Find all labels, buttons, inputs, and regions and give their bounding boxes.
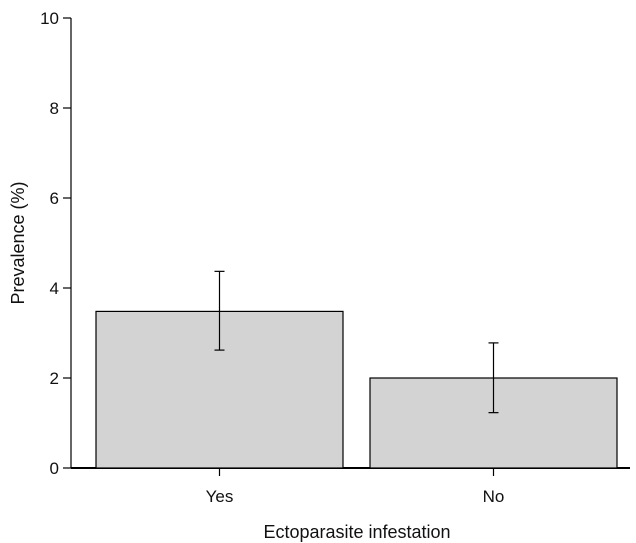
error-bar-yes	[214, 270, 225, 351]
y-tick-label: 6	[50, 189, 59, 208]
y-tick-label: 8	[50, 99, 59, 118]
x-tick-label: Yes	[206, 487, 234, 506]
y-tick-label: 2	[50, 369, 59, 388]
y-ticks: 0 2 4 6 8 10	[40, 9, 71, 478]
x-axis-title: Ectoparasite infestation	[263, 522, 450, 542]
x-tick-label: No	[483, 487, 505, 506]
y-tick-label: 0	[50, 459, 59, 478]
bars	[95, 310, 618, 469]
error-bar-no	[488, 342, 499, 414]
y-axis-title: Prevalence (%)	[8, 181, 28, 304]
x-tick-labels: Yes No	[206, 468, 505, 506]
error-bars	[214, 270, 499, 414]
y-tick-label: 10	[40, 9, 59, 28]
y-tick-label: 4	[50, 279, 59, 298]
